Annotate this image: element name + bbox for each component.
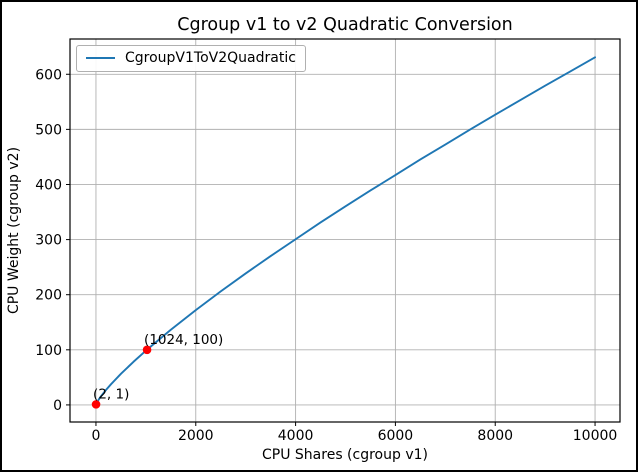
- y-tick-label: 500: [35, 122, 62, 138]
- legend-line-swatch: [86, 57, 115, 60]
- chart-title: Cgroup v1 to v2 Quadratic Conversion: [177, 15, 512, 35]
- y-tick-label: 100: [35, 343, 62, 359]
- x-tick-label: 10000: [573, 428, 618, 444]
- y-tick-label: 200: [35, 288, 62, 304]
- x-tick-label: 0: [91, 428, 100, 444]
- y-tick-label: 400: [35, 177, 62, 193]
- x-tick-label: 6000: [378, 428, 414, 444]
- legend: CgroupV1ToV2Quadratic: [76, 45, 306, 72]
- axes-spines: [69, 38, 621, 423]
- x-tick-label: 2000: [178, 428, 214, 444]
- y-tick-label: 0: [53, 398, 62, 414]
- point-annotation: (1024, 100): [144, 332, 223, 348]
- data-point-marker: [142, 345, 152, 355]
- x-axis-label: CPU Shares (cgroup v1): [262, 447, 428, 463]
- legend-label: CgroupV1ToV2Quadratic: [125, 50, 296, 66]
- point-annotation: (2, 1): [93, 386, 129, 402]
- y-tick-label: 300: [35, 233, 62, 249]
- y-axis-label: CPU Weight (cgroup v2): [6, 147, 22, 314]
- data-point-marker: [91, 400, 101, 409]
- x-tick-label: 4000: [278, 428, 314, 444]
- data-layer: (2, 1) (1024, 100): [91, 56, 596, 409]
- axes-layer: 0 2000 4000 6000 8000 10000 0 100 200 300 400 500 60…: [35, 38, 621, 444]
- y-tick-label: 600: [35, 67, 62, 83]
- data-line: [95, 56, 596, 406]
- grid-layer: [70, 39, 620, 422]
- x-tick-label: 8000: [477, 428, 513, 444]
